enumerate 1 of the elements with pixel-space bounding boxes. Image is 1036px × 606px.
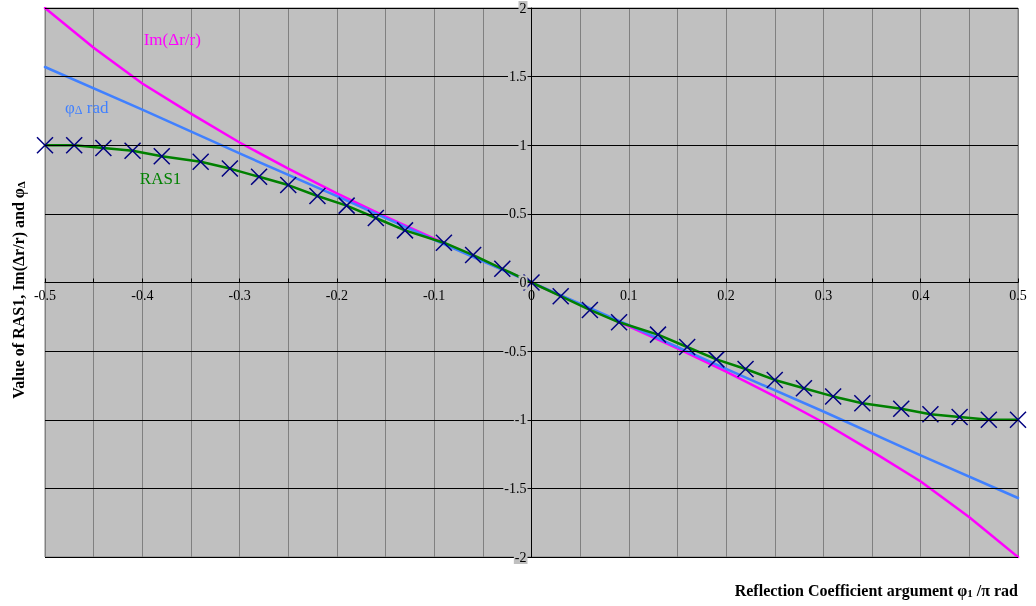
- x-axis-title: Reflection Coefficient argument φ1 /π rad: [734, 581, 1019, 600]
